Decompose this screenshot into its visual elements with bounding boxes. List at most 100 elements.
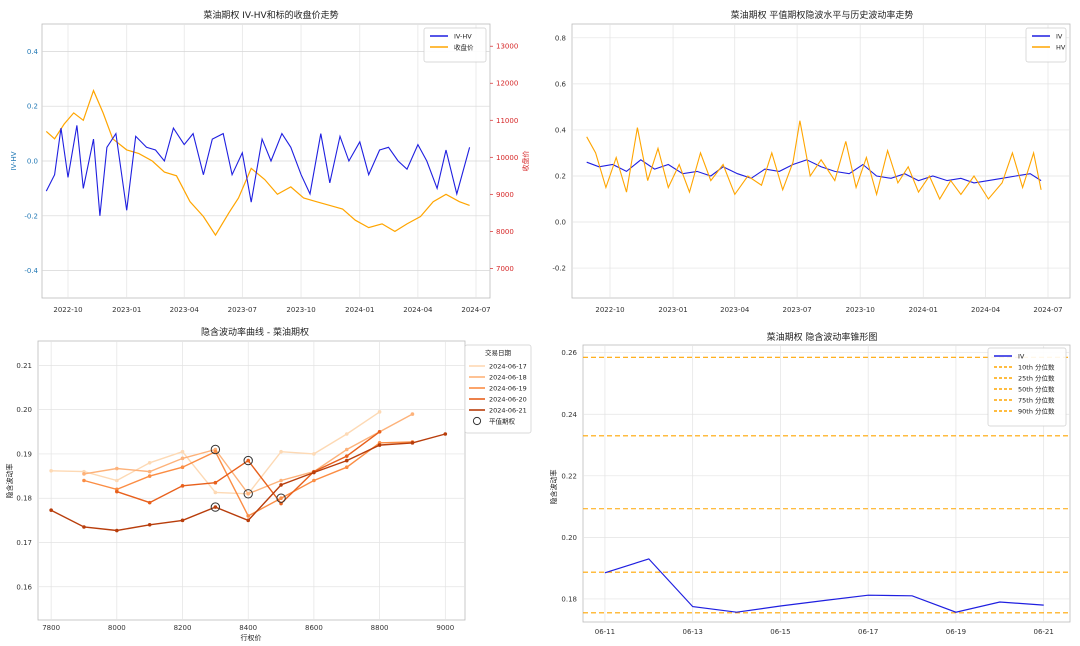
panel1-series-line-iv-hv — [45, 125, 471, 216]
panel3-data-point-2024-06-17 — [312, 452, 316, 456]
panel1-y2-axis-label: 收盘价 — [521, 151, 530, 172]
panel3-legend-box — [464, 344, 532, 434]
panel2-x-tick-label: 2023-10 — [846, 306, 875, 314]
panel4-legend-box — [987, 347, 1067, 427]
panel3-data-point-2024-06-21 — [443, 432, 448, 436]
panel1-y2-tick-label: 8000 — [496, 228, 514, 236]
panel4-legend-label: 25th 分位数 — [1018, 374, 1055, 383]
panel3-data-point-2024-06-21 — [49, 508, 53, 512]
panel3-data-point-2024-06-20 — [180, 484, 185, 488]
panel3-data-point-2024-06-21 — [115, 528, 119, 533]
panel4-legend-label: 10th 分位数 — [1018, 363, 1055, 372]
panel3-data-point-2024-06-20 — [344, 454, 349, 458]
panel2-title: 菜油期权 平值期权隐波水平与历史波动率走势 — [731, 9, 914, 21]
panel3-x-tick-label: 8800 — [371, 624, 389, 632]
panel3-atm-marker-2024-06-17 — [243, 489, 253, 499]
panel3-legend-marker — [472, 416, 482, 426]
panel3-data-point-2024-06-18 — [279, 478, 283, 483]
panel-volatility-smile: 隐含波动率曲线 - 菜油期权 行权价 隐含波动率 7800 8000 8200 840… — [5, 326, 532, 642]
panel3-data-point-2024-06-19 — [344, 465, 349, 470]
panel3-y-tick-label: 0.21 — [16, 362, 32, 370]
panel3-data-point-2024-06-19 — [147, 474, 152, 478]
panel3-x-tick-label: 7800 — [42, 624, 60, 632]
panel3-data-point-2024-06-21 — [213, 505, 218, 509]
panel2-plot-frame — [571, 23, 1071, 299]
panel1-title: 菜油期权 IV-HV和标的收盘价走势 — [203, 9, 338, 21]
panel1-legend-label: 收盘价 — [454, 43, 474, 52]
panel4-legend-label: IV — [1018, 353, 1025, 361]
panel4-legend-label: 50th 分位数 — [1018, 385, 1055, 394]
panel3-y-tick-label: 0.20 — [16, 406, 32, 414]
panel3-legend-title: 交易日期 — [485, 348, 512, 357]
panel1-y2-tick-label: 7000 — [496, 265, 514, 273]
panel3-data-point-2024-06-20 — [213, 480, 218, 485]
panel3-atm-marker-2024-06-21 — [210, 502, 221, 512]
panel3-data-point-2024-06-18 — [410, 412, 415, 416]
panel1-y2-tick-label: 10000 — [496, 154, 518, 162]
panel2-y-tick-label: 0.2 — [555, 172, 566, 180]
panel4-y-tick-label: 0.24 — [561, 411, 577, 419]
panel2-y-tick-label: 0.6 — [555, 80, 567, 88]
panel2-y-tick-label: -0.2 — [552, 265, 566, 273]
panel3-data-point-2024-06-20 — [246, 458, 251, 463]
panel1-y-tick-label: -0.2 — [24, 212, 38, 220]
panel1-x-tick-label: 2023-01 — [112, 306, 141, 314]
panel3-data-point-2024-06-17 — [279, 449, 283, 454]
panel3-data-point-2024-06-17 — [213, 490, 218, 495]
panel4-plot-frame — [582, 344, 1071, 623]
panel2-x-tick-label: 2023-04 — [720, 306, 750, 314]
panel2-x-tick-label: 2022-10 — [595, 306, 624, 314]
panel1-x-tick-label: 2024-01 — [345, 306, 374, 314]
panel1-y2-tick-label: 9000 — [496, 191, 514, 199]
panel2-x-tick-label: 2024-01 — [909, 306, 938, 314]
panel2-x-tick-label: 2023-07 — [783, 306, 812, 314]
panel3-x-axis-label: 行权价 — [241, 633, 262, 642]
panel2-series-line-hv — [586, 120, 1042, 201]
panel3-x-tick-label: 9000 — [436, 624, 454, 632]
panel1-y-axis-label: IV-HV — [10, 151, 18, 170]
panel3-legend-label: 2024-06-19 — [489, 385, 527, 393]
panel1-series-line-price — [45, 88, 470, 237]
panel3-data-point-2024-06-17 — [344, 432, 349, 436]
panel3-y-tick-label: 0.17 — [16, 539, 32, 547]
panel3-x-tick-label: 8400 — [239, 624, 257, 632]
panel3-data-point-2024-06-21 — [279, 483, 283, 487]
panel3-data-point-2024-06-19 — [279, 496, 283, 501]
panel-iv-hv-trend: 菜油期权 平值期权隐波水平与历史波动率走势 2022-10 2023-01 2023… — [552, 9, 1071, 314]
panel1-y-tick-label: 0.4 — [27, 48, 39, 56]
panel3-plot-frame — [37, 340, 466, 621]
panel4-y-tick-label: 0.18 — [561, 595, 577, 603]
panel3-data-point-2024-06-19 — [180, 465, 185, 470]
panel2-x-tick-label: 2023-01 — [658, 306, 687, 314]
panel2-legend-label: IV — [1056, 33, 1063, 41]
panel1-y2-tick-label: 13000 — [496, 43, 518, 51]
panel3-y-tick-label: 0.19 — [16, 450, 32, 458]
panel4-title: 菜油期权 隐含波动率锥形图 — [767, 331, 878, 343]
panel1-x-tick-label: 2023-07 — [228, 306, 257, 314]
panel1-x-tick-label: 2022-10 — [53, 306, 82, 314]
panel3-data-point-2024-06-20 — [115, 489, 119, 494]
panel2-x-tick-label: 2024-07 — [1033, 306, 1062, 314]
panel4-x-tick-label: 06-19 — [946, 628, 966, 636]
panel3-data-point-2024-06-18 — [147, 469, 152, 474]
panel1-x-tick-label: 2024-07 — [461, 306, 490, 314]
panel4-legend-label: 75th 分位数 — [1018, 396, 1055, 405]
panel4-y-tick-label: 0.20 — [561, 534, 577, 542]
panel3-data-point-2024-06-21 — [377, 443, 382, 447]
panel3-data-point-2024-06-20 — [377, 429, 382, 434]
panel3-data-point-2024-06-19 — [312, 478, 316, 483]
panel3-data-point-2024-06-21 — [246, 518, 251, 523]
panel3-legend-label: 2024-06-18 — [489, 374, 527, 382]
panel3-data-point-2024-06-21 — [312, 470, 316, 475]
panel1-y-tick-label: -0.4 — [24, 267, 38, 275]
panel1-y-tick-label: 0.0 — [27, 158, 38, 166]
panel3-x-tick-label: 8600 — [305, 624, 323, 632]
panel3-data-point-2024-06-17 — [180, 449, 185, 454]
panel4-x-tick-label: 06-17 — [858, 628, 878, 636]
panel3-data-point-2024-06-19 — [246, 514, 251, 518]
panel3-x-tick-label: 8000 — [108, 624, 126, 632]
panel3-data-point-2024-06-19 — [213, 449, 218, 454]
panel4-x-tick-label: 06-11 — [595, 628, 615, 636]
panel3-legend-label: 平值期权 — [489, 417, 516, 426]
panel3-data-point-2024-06-18 — [180, 456, 185, 461]
